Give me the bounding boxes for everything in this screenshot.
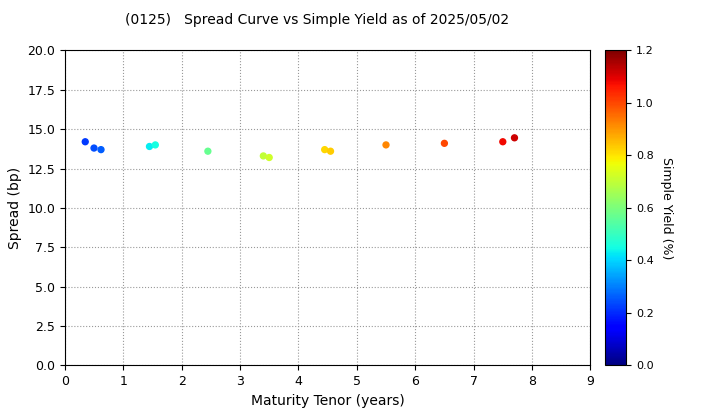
Y-axis label: Simple Yield (%): Simple Yield (%): [660, 157, 673, 259]
Point: [438, 140, 450, 147]
Text: (0125)   Spread Curve vs Simple Yield as of 2025/05/02: (0125) Spread Curve vs Simple Yield as o…: [125, 13, 509, 26]
Point: [202, 148, 214, 155]
X-axis label: Maturity Tenor (years): Maturity Tenor (years): [251, 394, 405, 408]
Point: [380, 142, 392, 148]
Point: [79, 138, 91, 145]
Point: [319, 146, 330, 153]
Point: [89, 144, 100, 151]
Point: [258, 152, 269, 159]
Point: [509, 134, 521, 141]
Point: [497, 138, 508, 145]
Point: [150, 142, 161, 148]
Point: [325, 148, 336, 155]
Point: [95, 146, 107, 153]
Point: [144, 143, 156, 150]
Point: [264, 154, 275, 161]
Y-axis label: Spread (bp): Spread (bp): [8, 167, 22, 249]
